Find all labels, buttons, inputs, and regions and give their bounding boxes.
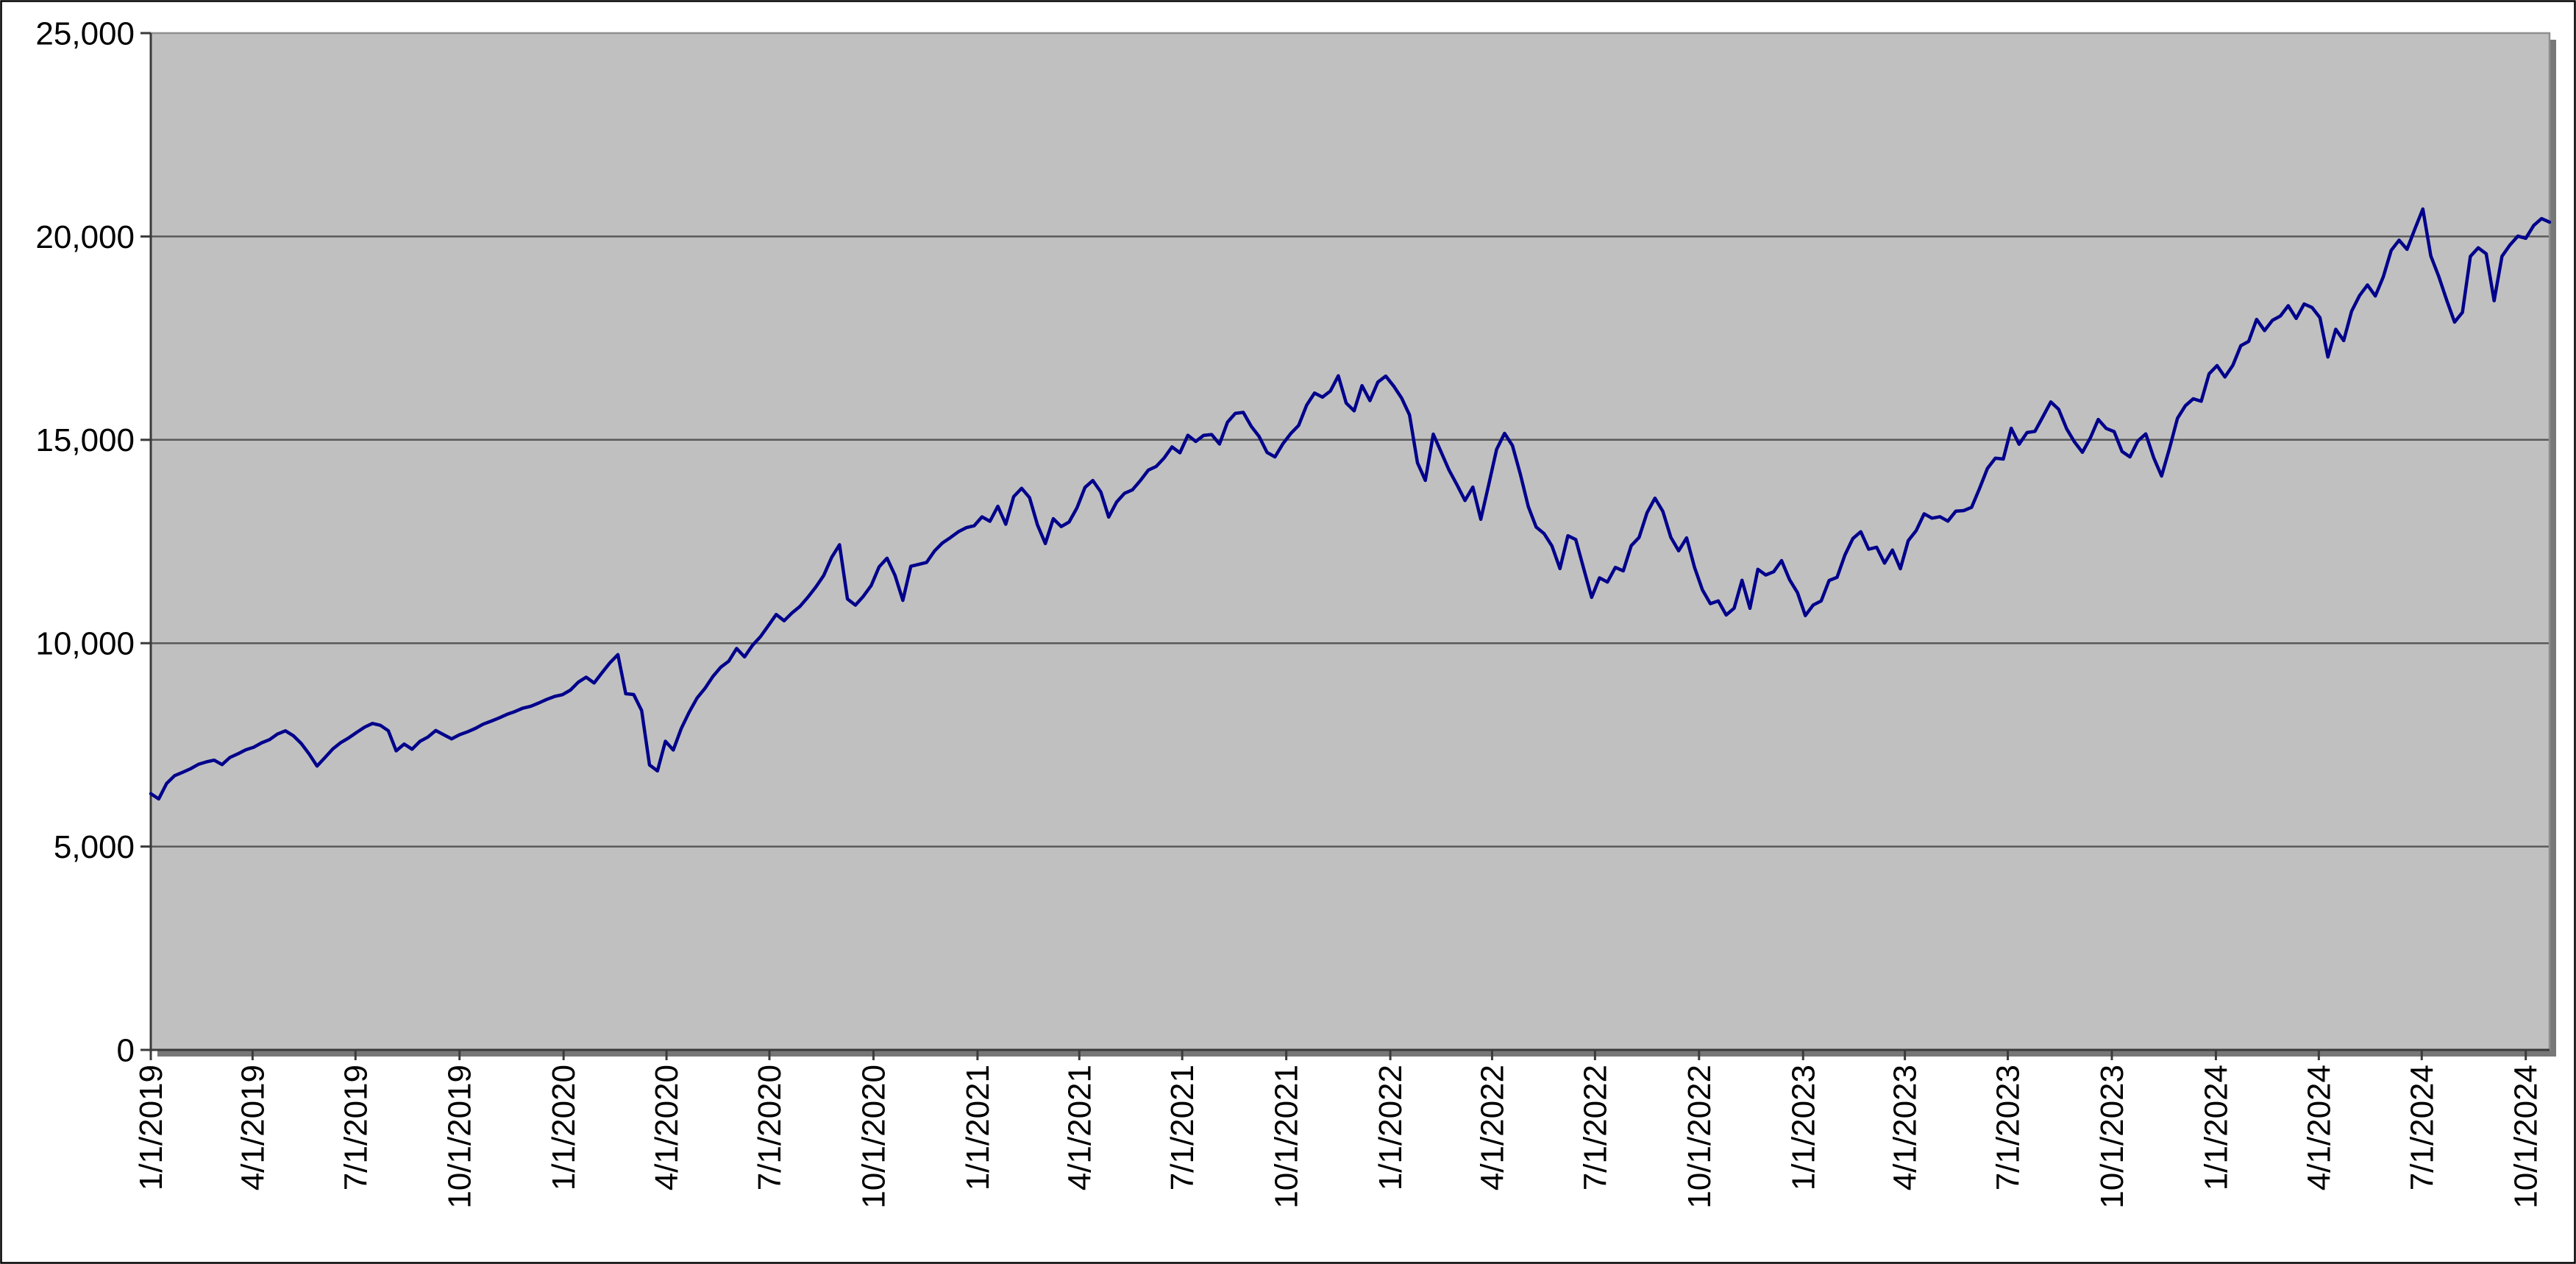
- x-axis-label: 7/1/2022: [1577, 1065, 1613, 1190]
- x-axis-label: 10/1/2023: [2094, 1065, 2130, 1209]
- series-line: [149, 207, 2552, 801]
- x-axis-label: 1/1/2020: [546, 1065, 582, 1190]
- x-axis-label: 10/1/2024: [2508, 1065, 2544, 1209]
- x-axis-label: 1/1/2021: [960, 1065, 996, 1190]
- x-axis-label: 1/1/2023: [1785, 1065, 1821, 1190]
- x-axis-label: 4/1/2019: [235, 1065, 271, 1190]
- y-axis-label: 25,000: [35, 15, 135, 52]
- y-axis-label: 5,000: [54, 829, 135, 865]
- y-axis-label: 10,000: [35, 626, 135, 662]
- plot-area: [151, 33, 2550, 1050]
- x-axis-label: 10/1/2020: [855, 1065, 892, 1209]
- x-axis-label: 7/1/2023: [1990, 1065, 2027, 1190]
- x-axis-label: 10/1/2019: [442, 1065, 478, 1209]
- x-axis-label: 4/1/2024: [2301, 1065, 2337, 1190]
- x-axis-label: 10/1/2021: [1269, 1065, 1305, 1209]
- x-axis-label: 10/1/2022: [1682, 1065, 1718, 1209]
- x-axis-label: 4/1/2023: [1887, 1065, 1924, 1190]
- x-axis-label: 1/1/2022: [1373, 1065, 1409, 1190]
- x-axis-label: 7/1/2021: [1164, 1065, 1200, 1190]
- x-axis-label: 7/1/2019: [338, 1065, 374, 1190]
- y-axis-label: 15,000: [35, 422, 135, 458]
- x-axis-label: 4/1/2020: [649, 1065, 685, 1190]
- x-axis-label: 7/1/2024: [2404, 1065, 2440, 1190]
- y-axis-label: 0: [117, 1032, 135, 1068]
- x-axis-label: 4/1/2021: [1061, 1065, 1097, 1190]
- x-axis-label: 1/1/2024: [2198, 1065, 2234, 1190]
- y-axis-label: 20,000: [35, 219, 135, 255]
- x-axis-label: 7/1/2020: [752, 1065, 788, 1190]
- x-axis-label: 1/1/2019: [133, 1065, 169, 1190]
- x-axis-label: 4/1/2022: [1474, 1065, 1510, 1190]
